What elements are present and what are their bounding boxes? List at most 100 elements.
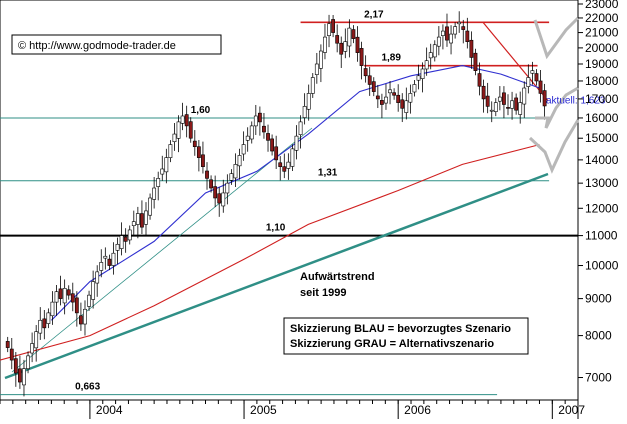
candle-body — [127, 229, 132, 241]
candle-body — [306, 93, 311, 110]
candle-body — [331, 19, 335, 33]
candle-body — [302, 106, 307, 118]
candle-body — [87, 294, 91, 307]
candle-body — [9, 348, 14, 361]
candle-body — [420, 68, 425, 79]
x-tick-label: 2004 — [96, 403, 123, 417]
candle-body — [152, 187, 157, 200]
x-tick-label: 2007 — [558, 403, 585, 417]
candle-body — [477, 73, 482, 87]
candle-body — [233, 164, 238, 179]
candle-body — [156, 178, 161, 187]
candle-body — [542, 90, 547, 107]
candle-body — [107, 258, 112, 266]
x-tick-label: 2006 — [404, 403, 431, 417]
candle-body — [257, 112, 262, 123]
candle-body — [408, 93, 413, 103]
y-tick-label: 15000 — [585, 131, 619, 145]
candle-body — [526, 77, 531, 87]
level-label: 1,31 — [318, 168, 338, 179]
candle-body — [428, 52, 433, 59]
y-tick-label: 8000 — [585, 329, 612, 343]
candle-body — [453, 26, 458, 35]
candle-body — [13, 358, 18, 374]
candle-body — [335, 35, 340, 44]
y-tick-label: 17000 — [585, 92, 619, 106]
candle-body — [363, 68, 368, 77]
candle-body — [18, 368, 22, 383]
candle-body — [184, 114, 189, 127]
axis-ticks: 7000 8000 9000 10000 11000 12000 13000 14000 150… — [0, 0, 619, 419]
y-tick-label: 18000 — [585, 74, 619, 88]
candle-body — [253, 115, 258, 127]
y-tick-label: 19000 — [585, 57, 619, 71]
candle-body — [188, 121, 193, 139]
y-tick-label: 9000 — [585, 292, 612, 306]
candle-body — [241, 144, 246, 155]
candle-body — [30, 343, 35, 354]
candle-body — [225, 182, 230, 194]
candle-body — [192, 140, 197, 148]
candle-body — [168, 144, 173, 158]
candle-body — [148, 197, 152, 216]
scenario-legend-grey: Skizzierung GRAU = Alternativszenario — [290, 338, 494, 350]
candle-body — [62, 288, 67, 304]
y-tick-label: 20000 — [585, 41, 619, 55]
y-tick-label: 11000 — [585, 229, 618, 243]
candle-body — [481, 85, 486, 100]
scenario-sketches — [528, 16, 580, 174]
candle-body — [54, 291, 59, 303]
candle-body — [95, 271, 100, 284]
short-trend-line — [11, 127, 313, 373]
candle-body — [310, 77, 315, 94]
candle-body — [79, 315, 83, 325]
candle-body — [294, 135, 299, 151]
candle-body — [318, 50, 323, 69]
candle-body — [323, 36, 327, 53]
candle-body — [131, 221, 136, 226]
copyright-box — [11, 34, 222, 55]
candle-body — [229, 173, 234, 181]
candle-body — [115, 243, 120, 251]
candle-body — [355, 36, 360, 53]
candle-body — [74, 297, 79, 314]
candle-body — [213, 186, 218, 199]
candle-body — [160, 168, 165, 175]
candle-body — [461, 26, 466, 30]
y-tick-label: 7000 — [585, 371, 612, 385]
candle-body — [58, 288, 63, 299]
y-tick-label: 12000 — [585, 201, 619, 215]
candle-body — [497, 96, 502, 102]
candle-body — [534, 73, 539, 82]
level-lines — [0, 21, 578, 396]
sketch-grey-lower — [528, 119, 580, 174]
y-tick-label: 14000 — [585, 153, 619, 167]
candle-body — [278, 162, 283, 167]
candle-body — [38, 319, 43, 334]
candle-body — [209, 179, 213, 189]
y-tick-label: 23000 — [585, 0, 619, 11]
candle-body — [26, 355, 30, 369]
candle-body — [286, 161, 291, 169]
sketch-grey-top — [533, 16, 580, 60]
candle-body — [245, 135, 250, 141]
candle-body — [514, 97, 519, 111]
candle-body — [262, 125, 266, 133]
candle-body — [176, 121, 181, 139]
candle-body — [164, 157, 169, 173]
candle-body — [424, 60, 429, 70]
scenario-legend-blue: Skizzierung BLAU = bevorzugtes Szenario — [290, 323, 511, 335]
candle-body — [91, 281, 96, 300]
candle-body — [50, 301, 55, 317]
candle-body — [371, 81, 376, 92]
trend-label: Aufwärtstrend — [300, 271, 375, 283]
candle-body — [416, 75, 421, 81]
candle-body — [538, 80, 543, 94]
candle-body — [70, 293, 75, 303]
candle-body — [123, 236, 128, 242]
candle-body — [266, 133, 270, 141]
candle-body — [445, 26, 449, 41]
